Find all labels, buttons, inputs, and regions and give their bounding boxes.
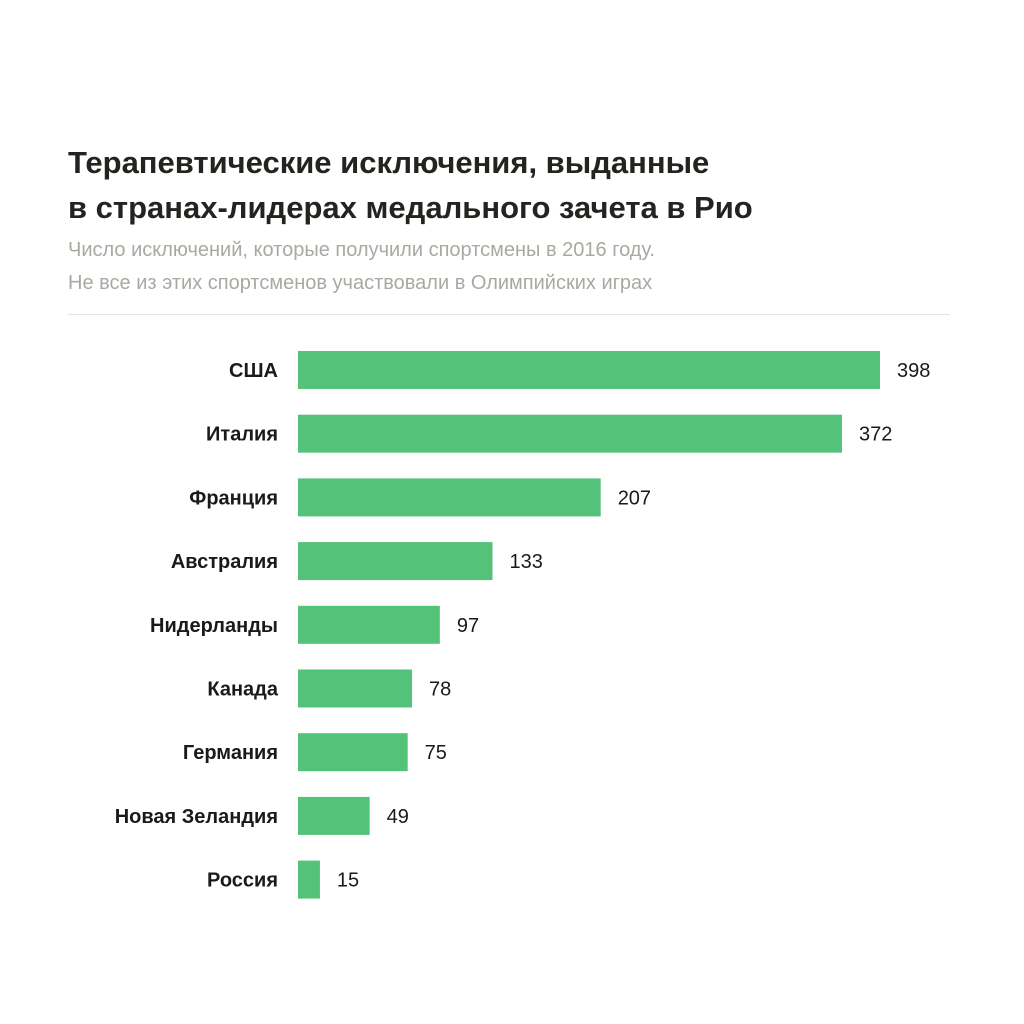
value-label: 75 (425, 742, 447, 764)
value-label: 207 (618, 487, 651, 509)
bar (298, 860, 320, 899)
bar (298, 669, 413, 708)
bar (298, 351, 880, 389)
value-label: 398 (897, 360, 930, 382)
category-label: Германия (183, 742, 278, 764)
category-label: Нидерланды (150, 615, 278, 637)
value-label: 49 (387, 806, 409, 828)
chart-title: Терапевтические исключения, выданные в с… (68, 140, 968, 230)
chart-subtitle: Число исключений, которые получили спорт… (68, 234, 968, 300)
subtitle-line-2: Не все из этих спортсменов участвовали в… (68, 272, 653, 294)
bar (298, 414, 842, 453)
value-label: 15 (337, 870, 359, 892)
bar (298, 733, 408, 772)
subtitle-line-1: Число исключений, которые получили спорт… (68, 239, 655, 261)
category-label: Франция (189, 487, 278, 509)
divider (68, 314, 950, 315)
bar (298, 605, 440, 644)
value-label: 372 (859, 424, 892, 446)
category-label: Австралия (171, 551, 278, 573)
bar (298, 478, 601, 517)
value-label: 133 (509, 551, 542, 573)
category-label: Канада (207, 679, 278, 701)
value-label: 97 (457, 615, 479, 637)
value-label: 78 (429, 679, 451, 701)
title-line-1: Терапевтические исключения, выданные (68, 145, 710, 180)
category-label: Россия (207, 870, 278, 892)
bar (298, 542, 493, 581)
category-label: США (229, 360, 278, 382)
bar (298, 796, 370, 835)
category-label: Новая Зеландия (115, 806, 278, 828)
title-line-2: в странах-лидерах медального зачета в Ри… (68, 190, 753, 225)
category-label: Италия (206, 424, 278, 446)
